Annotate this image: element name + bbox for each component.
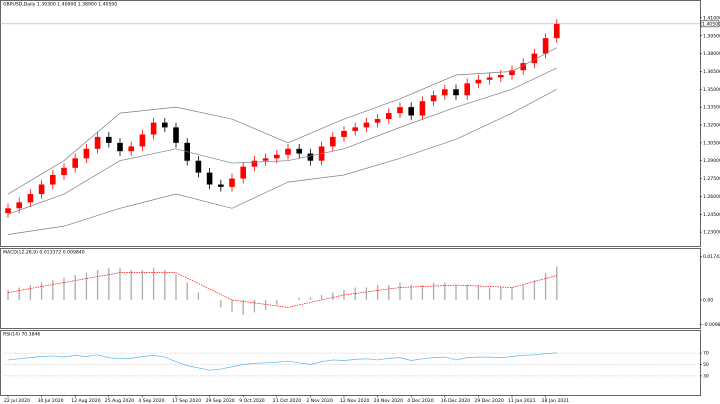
candle-body <box>285 148 291 155</box>
y-tick-label: 1.38000 <box>703 51 720 57</box>
candle-body <box>330 136 336 147</box>
candle-body <box>150 122 157 135</box>
candle-body <box>520 63 526 71</box>
candle-body <box>419 101 426 116</box>
pane-title: RSI(14) 70.3846 <box>3 332 40 338</box>
bollinger-upper <box>7 47 557 195</box>
x-tick-label: 29 Dec 2020 <box>474 398 503 404</box>
candle-body <box>229 178 235 187</box>
candle-body <box>61 167 67 175</box>
candle-body <box>363 122 370 128</box>
candle-body <box>218 184 224 187</box>
x-tick-label: 22 Jul 2020 <box>4 398 30 404</box>
x-tick-label: 21 Oct 2020 <box>273 398 301 404</box>
candle-body <box>453 89 459 96</box>
y-tick-label: -0.009849 <box>703 322 720 328</box>
y-tick-label: 1.24500 <box>703 212 720 218</box>
x-tick-label: 9 Oct 2020 <box>239 398 265 404</box>
candle-body <box>5 208 11 214</box>
candle-body <box>206 172 213 185</box>
y-tick-label: 1.26000 <box>703 194 720 200</box>
candle-body <box>27 194 34 203</box>
current-price-label: 1.40500 <box>702 21 720 27</box>
y-tick-label: 50 <box>703 362 709 368</box>
candle-body <box>106 136 112 143</box>
x-tick-label: 29 Sep 2020 <box>206 398 235 404</box>
macd-signal <box>7 272 557 308</box>
candle-body <box>173 127 179 143</box>
y-tick-label: 30 <box>703 373 709 379</box>
candle-body <box>240 166 246 179</box>
current-price-box <box>700 20 720 28</box>
candle-body <box>554 23 560 39</box>
x-tick-label: 30 Jul 2020 <box>38 398 64 404</box>
candle-body <box>94 136 101 149</box>
pane-title: MACD(12,26,9) 0.013372 0.009840 <box>3 250 85 256</box>
candle-body <box>531 53 538 64</box>
candle-body <box>139 134 146 147</box>
x-tick-label: 12 Nov 2020 <box>340 398 369 404</box>
candle-body <box>251 160 258 167</box>
x-tick-label: 24 Nov 2020 <box>374 398 403 404</box>
candle-body <box>486 77 493 80</box>
y-tick-label: 1.32000 <box>703 123 720 129</box>
y-tick-label: 1.36500 <box>703 69 720 75</box>
macd-pane <box>0 248 701 329</box>
bollinger-middle <box>7 67 557 215</box>
x-tick-label: 28 Jan 2021 <box>542 398 570 404</box>
candle-body <box>341 130 347 137</box>
y-tick-label: 0.017423 <box>703 254 720 260</box>
candle-body <box>397 107 403 114</box>
y-tick-label: 1.33500 <box>703 105 720 111</box>
y-tick-label: 1.23000 <box>703 230 720 236</box>
candle-body <box>408 107 414 116</box>
candle-body <box>72 158 78 168</box>
y-tick-label: 70 <box>703 351 709 357</box>
candle-body <box>262 158 269 161</box>
x-tick-label: 25 Aug 2020 <box>105 398 135 404</box>
y-tick-label: 1.30500 <box>703 140 720 146</box>
candle-body <box>442 89 448 96</box>
candle-body <box>307 153 314 161</box>
candle-body <box>352 127 358 131</box>
bollinger-lower <box>7 88 557 235</box>
y-tick-label: 1.27500 <box>703 176 720 182</box>
candle-body <box>83 148 90 159</box>
candle-body <box>509 70 515 76</box>
x-tick-label: 16 Dec 2020 <box>441 398 470 404</box>
candle-body <box>430 95 437 102</box>
candle-body <box>464 83 470 96</box>
candle-body <box>16 202 22 209</box>
candle-body <box>386 113 392 120</box>
candle-body <box>498 75 504 78</box>
x-tick-label: 11 Jan 2021 <box>508 398 536 404</box>
x-tick-label: 12 Aug 2020 <box>71 398 101 404</box>
main-pane <box>0 0 701 247</box>
candle-body <box>542 38 549 54</box>
x-tick-label: 17 Sep 2020 <box>172 398 201 404</box>
candle-body <box>50 174 56 185</box>
candle-body <box>296 148 302 154</box>
x-tick-label: 2 Nov 2020 <box>306 398 333 404</box>
y-tick-label: 1.39500 <box>703 33 720 39</box>
candle-body <box>128 146 134 152</box>
candle-body <box>117 142 123 152</box>
pane-title: GBPUSD,Daily 1.39300 1.40900 1.38900 1.4… <box>3 2 117 8</box>
y-tick-label: 1.29000 <box>703 158 720 164</box>
x-tick-label: 4 Dec 2020 <box>407 398 434 404</box>
candle-body <box>162 122 168 128</box>
y-tick-label: 1.35000 <box>703 87 720 93</box>
candle-body <box>374 119 381 123</box>
candle-body <box>195 160 202 173</box>
x-tick-label: 4 Sep 2020 <box>138 398 164 404</box>
rsi-line <box>7 352 557 371</box>
rsi-pane <box>0 330 701 396</box>
candle-body <box>274 154 280 159</box>
candle-body <box>38 184 45 195</box>
y-tick-label: 1.41000 <box>703 15 720 21</box>
candle-body <box>475 79 482 84</box>
y-tick-label: 0.00 <box>703 297 713 303</box>
